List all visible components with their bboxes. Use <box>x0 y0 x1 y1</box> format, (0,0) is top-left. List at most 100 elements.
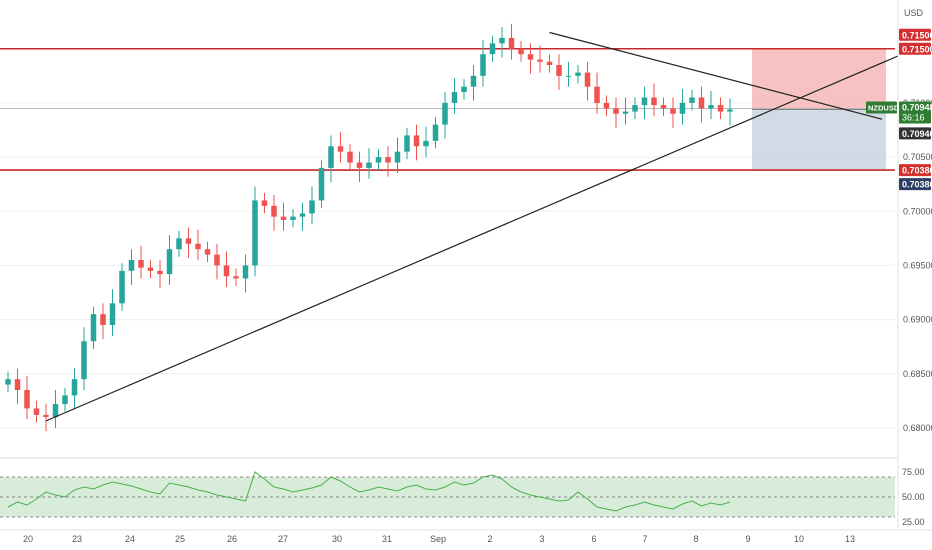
svg-text:0.70380: 0.70380 <box>902 166 932 176</box>
candle <box>717 97 724 120</box>
time-tick-label: 7 <box>642 534 647 544</box>
svg-text:0.71500: 0.71500 <box>902 30 932 40</box>
candle <box>366 148 372 179</box>
time-tick-label: 27 <box>278 534 288 544</box>
rsi-tick-label: 25.00 <box>902 517 925 527</box>
candle <box>689 89 695 111</box>
time-tick-label: Sep <box>430 534 446 544</box>
candle <box>660 97 667 116</box>
candle <box>271 195 277 231</box>
candle <box>309 186 315 225</box>
time-tick-label: 13 <box>845 534 855 544</box>
candle <box>147 260 154 279</box>
rsi-tick-label: 75.00 <box>902 467 925 477</box>
candle <box>128 249 135 285</box>
candle <box>223 251 230 288</box>
candle <box>499 27 505 58</box>
time-tick-label: 6 <box>591 534 596 544</box>
candle <box>166 235 173 285</box>
time-tick-label: 8 <box>693 534 698 544</box>
price-axis-area[interactable] <box>898 0 932 550</box>
rsi-tick-label: 50.00 <box>902 492 925 502</box>
time-tick-label: 10 <box>794 534 804 544</box>
candle <box>404 127 410 160</box>
candle <box>442 92 448 139</box>
candle <box>90 306 97 349</box>
candle <box>508 23 515 60</box>
candle <box>157 260 163 289</box>
stop-loss-zone[interactable] <box>752 48 886 110</box>
rsi-line <box>7 471 731 512</box>
candle <box>584 61 591 101</box>
candle <box>413 124 420 161</box>
candle <box>14 368 21 405</box>
candle <box>214 243 220 280</box>
candle <box>423 126 429 158</box>
candle <box>670 97 676 128</box>
candle <box>347 144 353 171</box>
candle <box>176 230 182 257</box>
candle <box>489 35 496 62</box>
currency-label: USD <box>904 8 924 18</box>
candle <box>727 98 733 126</box>
candle <box>546 54 553 73</box>
price-tag-high: 0.71500 <box>899 42 932 55</box>
trendline-0[interactable] <box>45 54 902 422</box>
candle <box>195 229 201 260</box>
candle <box>394 137 401 174</box>
time-tick-label: 3 <box>539 534 544 544</box>
svg-text:0.70380: 0.70380 <box>902 180 932 190</box>
candle <box>451 78 458 114</box>
candle <box>261 192 268 214</box>
candle <box>318 160 325 208</box>
candle <box>651 83 657 116</box>
candle <box>337 132 344 163</box>
candle <box>24 375 30 420</box>
candle <box>185 227 192 258</box>
candle <box>527 43 534 74</box>
take-profit-zone[interactable] <box>752 109 886 171</box>
candle <box>356 151 363 182</box>
candle <box>603 95 610 116</box>
candle <box>518 41 524 62</box>
trendline-1[interactable] <box>549 31 883 120</box>
candle <box>622 97 629 125</box>
candle <box>432 117 439 149</box>
candle <box>708 91 714 120</box>
candle <box>138 245 144 279</box>
candle <box>537 45 543 73</box>
candle <box>81 327 87 390</box>
candle <box>299 202 306 231</box>
candle <box>204 241 211 263</box>
symbol-label: NZDUSD <box>868 104 900 113</box>
candle <box>109 289 116 336</box>
candle <box>119 263 125 311</box>
candle <box>632 97 638 120</box>
time-tick-label: 24 <box>125 534 135 544</box>
time-tick-label: 25 <box>175 534 185 544</box>
candle <box>556 54 562 90</box>
time-tick-label: 31 <box>382 534 392 544</box>
candle <box>641 86 648 120</box>
price-tag-low: 0.70380 <box>899 178 932 191</box>
price-tag-level-low: 0.70380 <box>899 164 932 177</box>
candle <box>575 65 581 84</box>
candle <box>62 387 68 412</box>
svg-text:0.70940: 0.70940 <box>902 129 932 139</box>
time-tick-label: 23 <box>72 534 82 544</box>
time-tick-label: 30 <box>332 534 342 544</box>
time-tick-label: 20 <box>23 534 33 544</box>
candle <box>233 268 239 286</box>
candle <box>280 202 287 231</box>
price-tag-level-high: 0.71500 <box>899 28 932 41</box>
candle <box>33 400 40 423</box>
svg-text:0.71500: 0.71500 <box>902 44 932 54</box>
time-tick-label: 26 <box>227 534 237 544</box>
